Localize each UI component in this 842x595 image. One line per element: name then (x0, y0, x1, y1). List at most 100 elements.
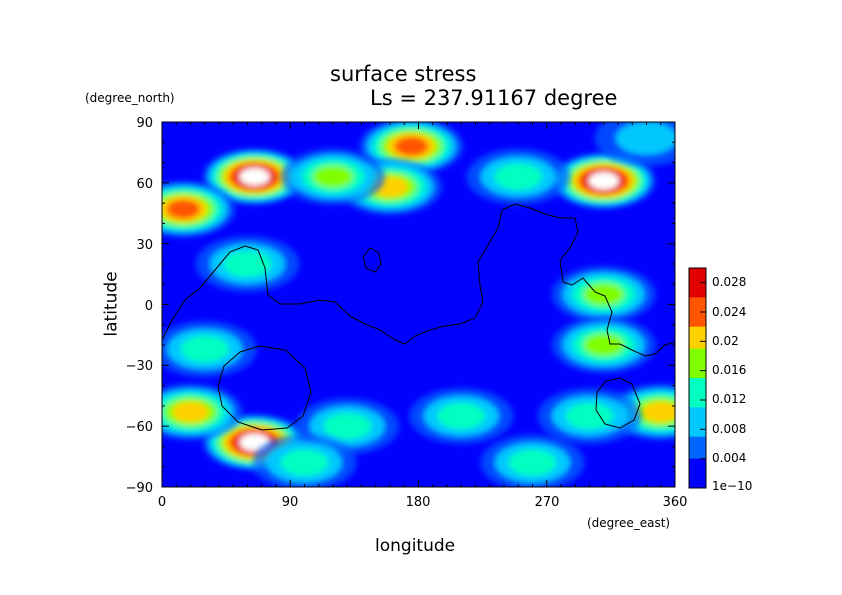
x-tick-label: 0 (158, 495, 166, 510)
continent-outline-island (362, 247, 382, 273)
stress-contour (583, 333, 625, 357)
stress-contour (588, 172, 619, 190)
stress-feature (162, 181, 236, 238)
stress-feature (551, 152, 656, 209)
stress-contour (172, 401, 209, 423)
colorbar-ticks (700, 282, 706, 489)
stress-contour (166, 199, 201, 219)
stress-contour (323, 412, 372, 440)
colorbar-step (689, 290, 706, 298)
colorbar-label: 0.024 (712, 305, 746, 319)
y-tick-label: 30 (136, 238, 153, 253)
colorbar-step (689, 275, 706, 284)
x-tick-labels: 0 90 180 270 360 (158, 495, 688, 510)
colorbar-label: 0.008 (712, 422, 746, 436)
x-tick-label: 270 (535, 495, 560, 510)
colorbar-step (689, 356, 706, 364)
colorbar-step (689, 458, 706, 467)
stress-contour (583, 282, 625, 306)
stress-contour (494, 163, 543, 191)
y-tick-label: −90 (126, 481, 153, 496)
colorbar-step (689, 304, 706, 313)
colorbar-step (689, 444, 706, 452)
colorbar-steps (689, 268, 706, 489)
colorbar-step (689, 319, 706, 328)
colorbar-step (689, 334, 706, 342)
colorbar-step (689, 378, 706, 386)
stress-feature (162, 321, 257, 378)
chart-title: surface stress (330, 62, 477, 86)
y-tick-label: 0 (145, 299, 153, 314)
colorbar-step (689, 312, 706, 320)
stress-contour (239, 168, 270, 186)
continent-outline-south-west (217, 345, 312, 431)
continent-outline-north (162, 203, 675, 357)
colorbar: 0.028 0.024 0.02 0.016 0.012 0.008 0.004… (688, 267, 752, 493)
axis-ticks (161, 121, 676, 488)
stress-contour (508, 449, 557, 476)
colorbar-step (689, 429, 706, 438)
stress-contour (312, 165, 354, 189)
colorbar-label: 0.004 (712, 451, 746, 465)
colorbar-step (689, 392, 706, 401)
stress-feature (195, 235, 300, 292)
stress-blobs (162, 122, 675, 487)
stress-contour (642, 401, 675, 423)
colorbar-step (689, 370, 706, 379)
continent-outline-south-east (595, 377, 641, 429)
y-tick-label: 90 (136, 116, 153, 131)
colorbar-frame (688, 267, 707, 489)
plot-frame (161, 121, 676, 488)
colorbar-step (689, 480, 706, 489)
colorbar-label: 0.016 (712, 363, 746, 377)
stress-contour (565, 402, 614, 430)
colorbar-step (689, 466, 706, 474)
colorbar-step (689, 400, 706, 408)
stress-feature (202, 148, 307, 205)
colorbar-step (689, 348, 706, 357)
colorbar-step (689, 414, 706, 423)
colorbar-step (689, 282, 706, 291)
colorbar-label: 1e−10 (712, 479, 752, 493)
colorbar-step (689, 436, 706, 445)
y-axis-label: latitude (101, 271, 122, 337)
y-tick-label: −30 (126, 359, 153, 374)
stress-feature (359, 122, 464, 175)
stress-feature (466, 148, 571, 205)
y-axis-units: (degree_north) (85, 91, 175, 105)
stress-feature (480, 434, 585, 487)
stress-feature (551, 266, 656, 323)
colorbar-step (689, 385, 706, 394)
colorbar-step (689, 363, 706, 372)
stress-feature (162, 383, 243, 440)
stress-field (162, 122, 675, 487)
colorbar-step (689, 407, 706, 416)
stress-contour (437, 402, 486, 430)
y-tick-label: −60 (126, 420, 153, 435)
x-tick-label: 90 (282, 495, 299, 510)
stress-feature (281, 148, 385, 205)
stress-contour (180, 335, 229, 363)
stress-feature (409, 388, 514, 445)
chart-subtitle: Ls = 237.91167 degree (370, 86, 618, 110)
stress-feature (594, 122, 675, 167)
stress-feature (551, 317, 656, 374)
stress-contour (615, 122, 675, 156)
stress-contour (280, 449, 329, 476)
colorbar-step (689, 326, 706, 335)
colorbar-labels: 0.028 0.024 0.02 0.016 0.012 0.008 0.004… (712, 275, 752, 493)
stress-contour (223, 250, 272, 278)
x-tick-label: 180 (406, 495, 431, 510)
x-axis-label: longitude (375, 536, 456, 556)
colorbar-label: 0.02 (712, 334, 739, 348)
continent-outlines (162, 203, 675, 431)
colorbar-step (689, 268, 706, 276)
colorbar-label: 0.012 (712, 392, 746, 406)
y-tick-label: 60 (136, 177, 153, 192)
stress-feature (252, 434, 357, 487)
colorbar-step (689, 473, 706, 482)
colorbar-step (689, 297, 706, 306)
x-axis-units: (degree_east) (587, 516, 671, 530)
colorbar-step (689, 422, 706, 430)
